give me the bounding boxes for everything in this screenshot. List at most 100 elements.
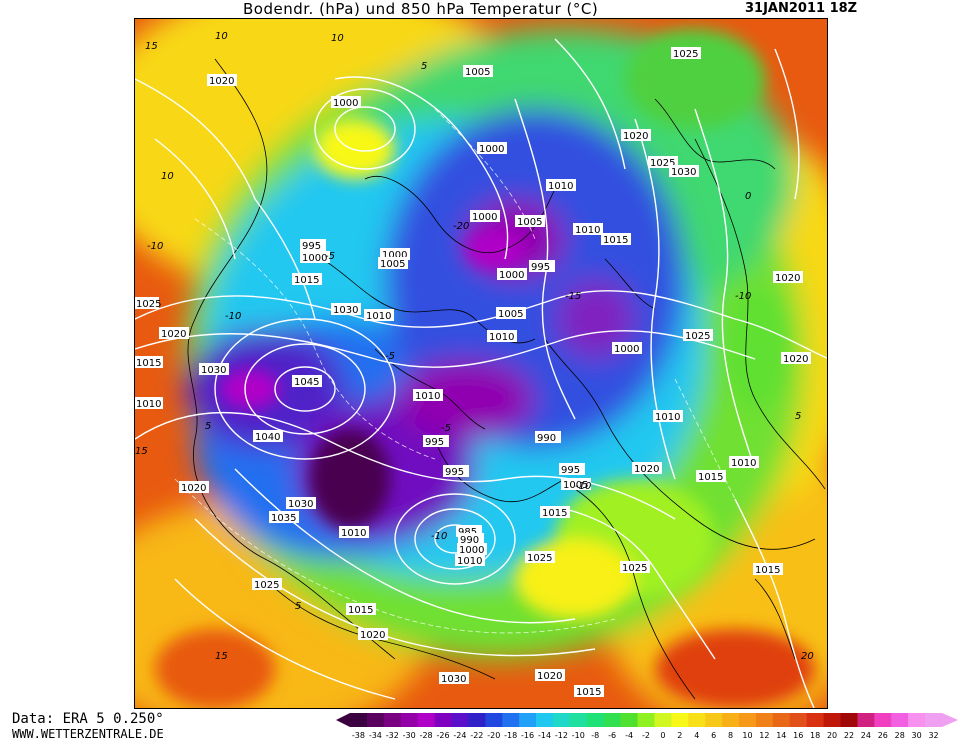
legend-swatch bbox=[485, 713, 503, 727]
legend-swatch bbox=[434, 713, 452, 727]
svg-text:1000: 1000 bbox=[614, 344, 639, 355]
svg-text:1020: 1020 bbox=[161, 329, 186, 340]
svg-text:1000: 1000 bbox=[459, 545, 484, 556]
legend-swatch bbox=[519, 713, 537, 727]
legend-tick-label: -16 bbox=[521, 731, 534, 740]
legend-tick-label: 8 bbox=[728, 731, 733, 740]
svg-text:1000: 1000 bbox=[499, 270, 524, 281]
pressure-label: 1025 bbox=[135, 297, 161, 310]
legend-tick-label: -34 bbox=[369, 731, 382, 740]
temp-label: -10 bbox=[735, 291, 751, 302]
pressure-label: 1005 bbox=[378, 257, 408, 270]
temp-label: 0 bbox=[745, 191, 751, 202]
pressure-label: 1015 bbox=[696, 470, 726, 483]
legend-tick-label: -10 bbox=[572, 731, 585, 740]
legend-tick-label: -8 bbox=[591, 731, 599, 740]
pressure-label: 1030 bbox=[331, 303, 361, 316]
legend-tick-label: 12 bbox=[759, 731, 769, 740]
pressure-label: 1015 bbox=[753, 563, 783, 576]
legend-tick-label: -32 bbox=[386, 731, 399, 740]
legend-swatch bbox=[823, 713, 842, 727]
pressure-label: 1000 bbox=[331, 96, 361, 109]
legend-swatch bbox=[840, 713, 858, 727]
svg-text:1025: 1025 bbox=[673, 49, 698, 60]
pressure-label: 1020 bbox=[207, 74, 237, 87]
svg-text:985: 985 bbox=[458, 527, 477, 538]
pressure-label: 1030 bbox=[669, 165, 699, 178]
pressure-label: 1020 bbox=[781, 352, 811, 365]
legend-swatch bbox=[874, 713, 892, 727]
legend-swatch bbox=[502, 713, 520, 727]
pressure-label: 995 bbox=[529, 260, 555, 273]
svg-text:1010: 1010 bbox=[655, 412, 680, 423]
svg-text:1025: 1025 bbox=[527, 553, 552, 564]
legend-swatch bbox=[366, 713, 385, 727]
pressure-label: 1000 bbox=[300, 251, 330, 264]
svg-text:990: 990 bbox=[537, 433, 556, 444]
svg-text:1015: 1015 bbox=[698, 472, 723, 483]
svg-text:1030: 1030 bbox=[201, 365, 226, 376]
pressure-label: 1025 bbox=[671, 47, 701, 60]
svg-text:1040: 1040 bbox=[255, 432, 280, 443]
temp-label: 5 bbox=[205, 421, 211, 432]
pressure-label: 1020 bbox=[632, 462, 662, 475]
legend-swatch bbox=[383, 713, 402, 727]
pressure-label: 1020 bbox=[621, 129, 651, 142]
svg-text:1030: 1030 bbox=[441, 674, 466, 685]
legend-swatch bbox=[603, 713, 622, 727]
pressure-label: 1045 bbox=[292, 375, 322, 388]
pressure-label: 1010 bbox=[135, 397, 163, 410]
legend-tick-label: 28 bbox=[895, 731, 905, 740]
pressure-label: 1005 bbox=[496, 307, 526, 320]
temp-label: 5 bbox=[295, 601, 301, 612]
pressure-label: 1025 bbox=[620, 561, 650, 574]
legend-swatch bbox=[417, 713, 436, 727]
legend-tick-label: -38 bbox=[352, 731, 365, 740]
legend-swatch bbox=[350, 713, 368, 727]
pressure-label: 1015 bbox=[346, 603, 376, 616]
legend-swatch bbox=[891, 713, 909, 727]
svg-text:995: 995 bbox=[302, 241, 321, 252]
legend-swatch bbox=[789, 713, 808, 727]
svg-text:1020: 1020 bbox=[360, 630, 385, 641]
legend-tick-label: -14 bbox=[538, 731, 551, 740]
pressure-label: 1030 bbox=[439, 672, 469, 685]
legend-tick-label: 2 bbox=[677, 731, 682, 740]
legend-swatch bbox=[400, 713, 419, 727]
svg-text:1015: 1015 bbox=[755, 565, 780, 576]
pressure-label: 1010 bbox=[573, 223, 603, 236]
pressure-label: 1015 bbox=[574, 685, 604, 698]
legend-tick-label: -18 bbox=[504, 731, 517, 740]
legend-swatch bbox=[468, 713, 486, 727]
legend-tick-label: 32 bbox=[928, 731, 938, 740]
pressure-label: 1010 bbox=[413, 389, 443, 402]
svg-text:1015: 1015 bbox=[348, 605, 373, 616]
pressure-label: 1010 bbox=[729, 456, 759, 469]
svg-text:1030: 1030 bbox=[333, 305, 358, 316]
svg-text:1020: 1020 bbox=[775, 273, 800, 284]
pressure-label: 1025 bbox=[683, 329, 713, 342]
temp-label: 10 bbox=[215, 31, 228, 42]
legend-swatch bbox=[671, 713, 689, 727]
svg-text:1010: 1010 bbox=[548, 181, 573, 192]
pressure-label: 1015 bbox=[135, 356, 163, 369]
legend-tick-label: 30 bbox=[912, 731, 922, 740]
pressure-label: 1010 bbox=[339, 526, 369, 539]
website: WWW.WETTERZENTRALE.DE bbox=[12, 727, 164, 741]
temp-label: -10 bbox=[575, 481, 591, 492]
svg-text:1005: 1005 bbox=[465, 67, 490, 78]
legend-tick-label: 16 bbox=[793, 731, 803, 740]
legend-swatch bbox=[654, 713, 672, 727]
legend-tick-label: 26 bbox=[878, 731, 888, 740]
pressure-label: 995 bbox=[559, 463, 585, 476]
legend-tick-label: 10 bbox=[742, 731, 752, 740]
pressure-label: 995 bbox=[443, 465, 469, 478]
svg-text:995: 995 bbox=[425, 437, 444, 448]
pressure-label: 1020 bbox=[358, 628, 388, 641]
temp-label: -10 bbox=[147, 241, 163, 252]
legend-tick-label: -4 bbox=[625, 731, 633, 740]
legend-swatch bbox=[637, 713, 655, 727]
legend-swatch bbox=[722, 713, 740, 727]
pressure-label: 1000 bbox=[457, 543, 487, 556]
pressure-label: 1010 bbox=[455, 554, 485, 567]
